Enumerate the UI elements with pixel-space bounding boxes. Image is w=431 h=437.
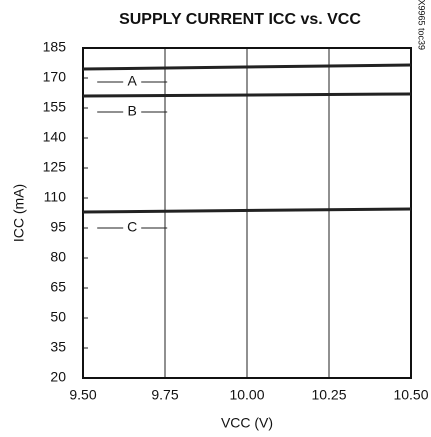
y-tick-label: 170	[43, 69, 67, 85]
x-axis-label: VCC (V)	[221, 415, 273, 431]
y-tick-label: 185	[43, 39, 67, 55]
y-tick-label: 20	[50, 369, 66, 385]
y-tick-label: 35	[50, 339, 66, 355]
y-tick-label: 125	[43, 159, 67, 175]
x-tick-label: 9.75	[151, 387, 178, 403]
series-line	[82, 63, 412, 71]
annotation: C	[127, 219, 137, 235]
y-tick-label: 95	[50, 219, 66, 235]
series-line	[82, 92, 412, 98]
y-tick-label: 110	[44, 189, 67, 205]
y-tick-label: 80	[50, 249, 66, 265]
x-tick-label: 10.25	[311, 387, 346, 403]
chart-title: SUPPLY CURRENT ICC vs. VCC	[119, 11, 361, 28]
y-tick-label: 50	[50, 309, 66, 325]
series-line	[82, 207, 412, 214]
x-tick-label: 10.00	[229, 387, 264, 403]
y-axis-label: ICC (mA)	[11, 184, 27, 242]
plot-frame	[82, 47, 412, 379]
y-tick-label: 65	[50, 279, 66, 295]
x-tick-label: 10.50	[393, 387, 428, 403]
x-tick-label: 9.50	[69, 387, 96, 403]
y-tick-label: 140	[43, 129, 67, 145]
side-note: MAX9965 toc39	[417, 0, 427, 50]
annotation: A	[128, 73, 138, 89]
y-tick-label: 155	[43, 99, 67, 115]
annotation: B	[128, 103, 137, 119]
